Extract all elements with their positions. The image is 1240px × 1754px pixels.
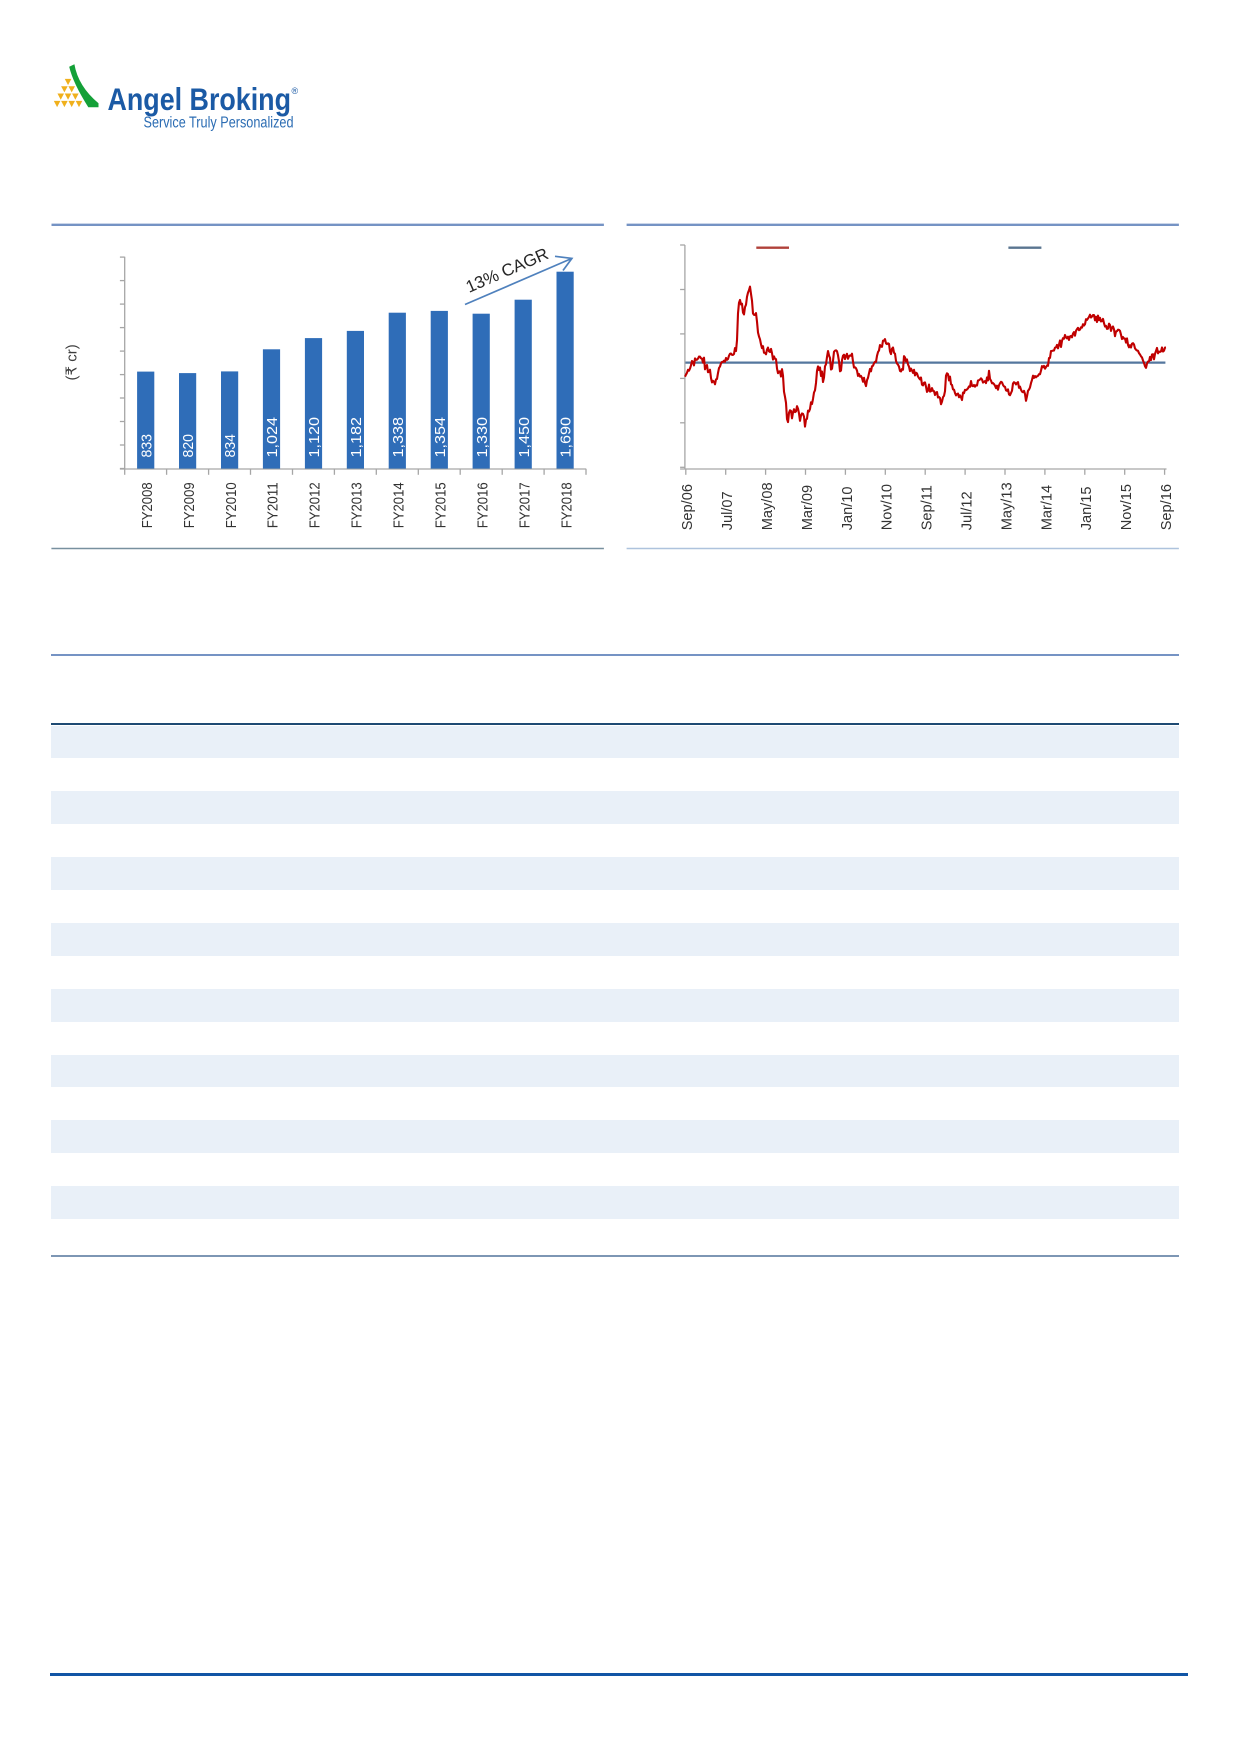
svg-text:Sep/16: Sep/16 (1159, 484, 1175, 530)
svg-text:13% CAGR: 13% CAGR (463, 244, 551, 296)
svg-text:Sep/11: Sep/11 (920, 485, 936, 530)
svg-text:Jan/10: Jan/10 (840, 486, 856, 530)
svg-text:820: 820 (180, 434, 197, 458)
svg-text:Angel Broking: Angel Broking (108, 81, 292, 117)
svg-text:Nov/15: Nov/15 (1119, 484, 1135, 530)
svg-text:FY2011: FY2011 (265, 482, 282, 528)
svg-text:Jul/12: Jul/12 (960, 491, 976, 530)
svg-text:®: ® (292, 86, 299, 96)
svg-text:FY2012: FY2012 (307, 482, 324, 528)
svg-text:Jan/15: Jan/15 (1079, 486, 1095, 530)
svg-text:May/13: May/13 (999, 482, 1015, 530)
svg-text:1,690: 1,690 (558, 417, 575, 458)
svg-text:1,338: 1,338 (390, 417, 407, 458)
svg-text:Nov/10: Nov/10 (880, 484, 896, 530)
svg-text:1,024: 1,024 (264, 417, 281, 458)
svg-text:834: 834 (222, 434, 239, 458)
svg-text:Sep/06: Sep/06 (680, 484, 696, 530)
svg-text:FY2015: FY2015 (433, 482, 450, 528)
svg-text:FY2016: FY2016 (474, 482, 491, 528)
svg-text:FY2013: FY2013 (349, 482, 366, 528)
svg-text:Jul/07: Jul/07 (720, 491, 736, 530)
svg-text:1,120: 1,120 (306, 417, 323, 458)
svg-text:1,182: 1,182 (348, 417, 365, 458)
svg-text:FY2017: FY2017 (516, 482, 533, 528)
svg-text:(₹ cr): (₹ cr) (64, 344, 81, 380)
svg-text:May/08: May/08 (760, 482, 776, 530)
svg-text:Mar/09: Mar/09 (800, 485, 816, 530)
svg-text:FY2009: FY2009 (181, 482, 198, 528)
svg-text:833: 833 (138, 434, 155, 458)
svg-text:Service Truly Personalized: Service Truly Personalized (144, 115, 294, 132)
svg-text:Mar/14: Mar/14 (1039, 485, 1055, 530)
svg-text:1,354: 1,354 (432, 417, 449, 458)
svg-text:FY2014: FY2014 (391, 482, 408, 528)
svg-text:FY2018: FY2018 (558, 482, 575, 528)
svg-text:1,450: 1,450 (516, 417, 533, 458)
svg-text:FY2010: FY2010 (223, 482, 240, 528)
svg-text:1,330: 1,330 (474, 417, 491, 458)
svg-text:FY2008: FY2008 (139, 482, 156, 528)
